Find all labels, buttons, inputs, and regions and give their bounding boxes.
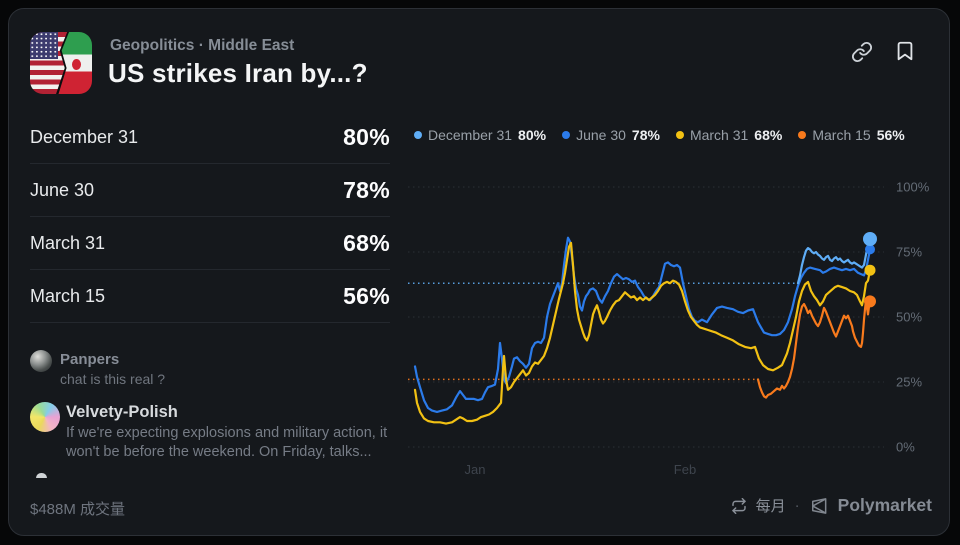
footer-separator: ·: [794, 497, 800, 514]
series-end-dot: [865, 244, 875, 255]
outcome-label: December 31: [30, 126, 139, 147]
footer-right: 每月 · Polymarket: [731, 495, 932, 516]
avatar-partial: [36, 473, 47, 478]
legend-item: March 15 56%: [798, 127, 905, 143]
avatar: [30, 350, 52, 372]
comment-text: If we're expecting explosions and milita…: [66, 425, 388, 460]
outcomes-list: December 31 80% June 30 78% March 31 68% March…: [30, 111, 390, 323]
breadcrumb[interactable]: Geopolitics · Middle East: [110, 37, 295, 54]
volume-label: $488M 成交量: [30, 501, 126, 518]
legend-value: 56%: [876, 127, 905, 143]
legend-label: March 15: [812, 127, 871, 143]
outcome-row[interactable]: March 31 68%: [30, 217, 390, 270]
avatar: [30, 402, 60, 432]
polymarket-logo-icon: [811, 497, 827, 514]
outcome-label: March 31: [30, 232, 106, 253]
legend-item: June 30 78%: [562, 127, 660, 143]
series-end-dot: [864, 264, 876, 276]
series-line: [796, 237, 872, 285]
series-line: [413, 236, 872, 413]
brand-label[interactable]: Polymarket: [837, 495, 932, 515]
outcome-row[interactable]: March 15 56%: [30, 270, 390, 323]
series-end-dot: [864, 295, 876, 308]
legend-dot-icon: [675, 131, 684, 139]
page-title[interactable]: US strikes Iran by...?: [108, 58, 368, 88]
outcome-label: March 15: [30, 285, 106, 306]
y-axis-label: 50%: [896, 310, 922, 325]
series-end-dot: [863, 232, 877, 246]
legend-dot-icon: [414, 131, 422, 139]
market-card: [8, 8, 950, 536]
x-axis-label: Jan: [465, 462, 486, 477]
probability-chart[interactable]: 100% 75% 50% 25% 0% Jan Feb: [408, 178, 952, 478]
series-line: [413, 241, 872, 425]
series-line: [756, 298, 872, 399]
us-flag-half: [30, 32, 68, 94]
legend-label: June 30: [576, 127, 626, 143]
comment-text: chat is this real ?: [60, 371, 166, 387]
legend-dot-icon: [562, 131, 571, 139]
comment-author[interactable]: Velvety-Polish: [66, 403, 178, 421]
legend-item: December 31 80%: [414, 127, 546, 143]
comment-author[interactable]: Panpers: [60, 351, 120, 368]
y-axis-label: 25%: [896, 375, 922, 390]
outcome-row[interactable]: December 31 80%: [30, 111, 390, 164]
legend-dot-icon: [798, 131, 807, 139]
chart-legend: December 31 80% June 30 78% March 31 68% March…: [414, 127, 905, 143]
y-axis-label: 75%: [896, 245, 922, 260]
legend-item: March 31 68%: [675, 127, 783, 143]
y-axis-label: 0%: [896, 440, 915, 455]
x-axis-label: Feb: [674, 462, 696, 477]
outcome-row[interactable]: June 30 78%: [30, 164, 390, 217]
outcome-value: 56%: [343, 282, 390, 309]
link-icon[interactable]: [851, 41, 873, 63]
legend-value: 68%: [754, 127, 783, 143]
legend-value: 80%: [518, 127, 547, 143]
outcome-value: 80%: [343, 123, 390, 150]
legend-label: March 31: [689, 127, 749, 143]
outcome-value: 68%: [343, 229, 390, 256]
outcome-label: June 30: [30, 179, 95, 200]
y-axis-label: 100%: [896, 180, 930, 195]
legend-label: December 31: [428, 127, 513, 143]
legend-value: 78%: [631, 127, 660, 143]
us-iran-flags-icon[interactable]: [30, 32, 92, 94]
bookmark-icon[interactable]: [894, 40, 916, 62]
repeat-icon: [731, 497, 746, 514]
interval-label: 每月: [755, 498, 786, 515]
outcome-value: 78%: [343, 176, 390, 203]
